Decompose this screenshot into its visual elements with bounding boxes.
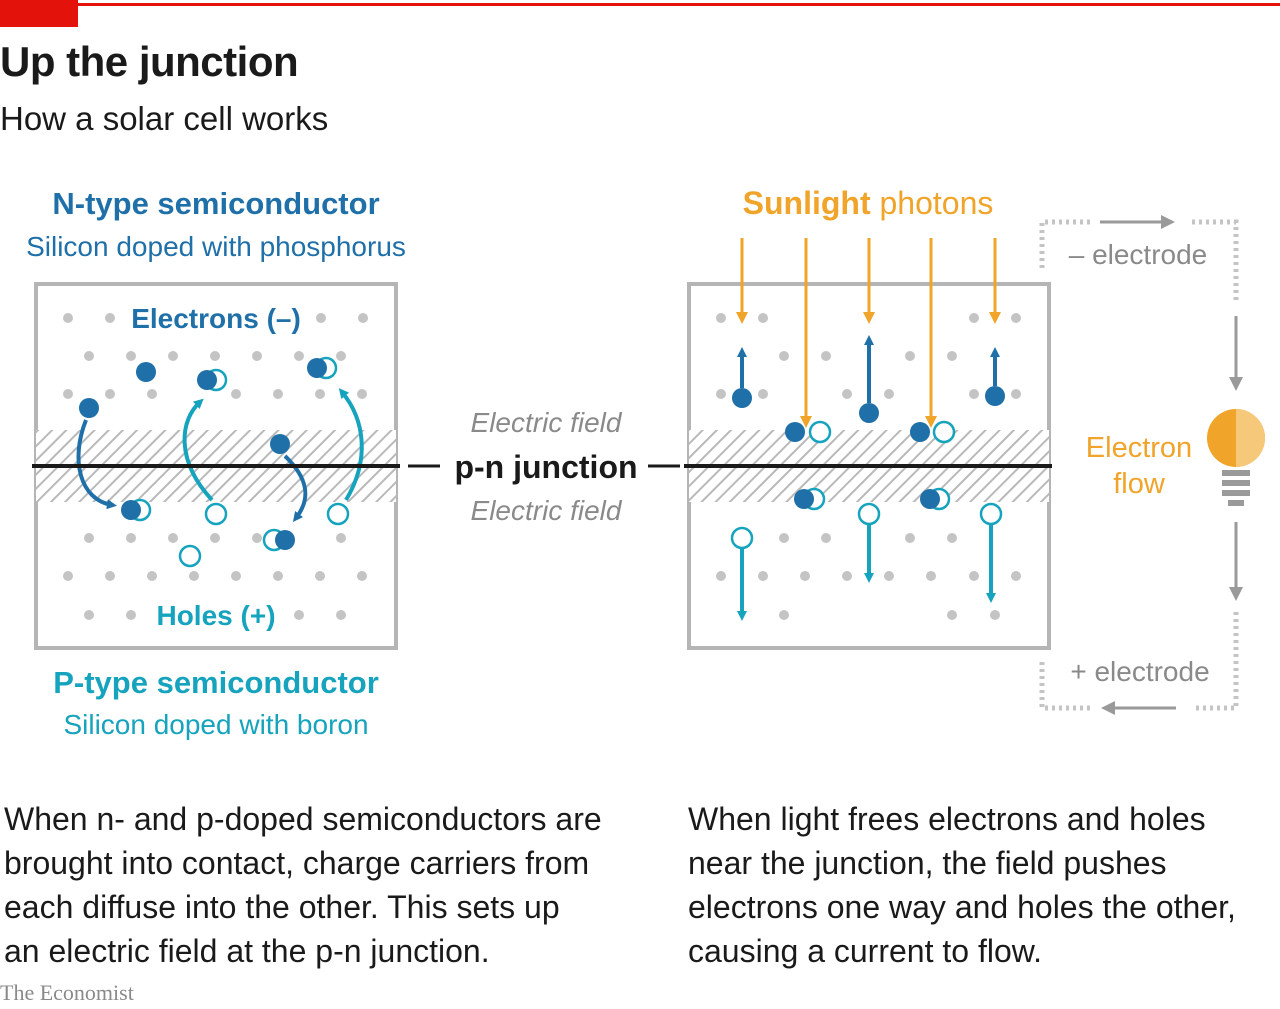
light-bulb-icon: [1207, 409, 1265, 506]
right-carriers: [730, 335, 1005, 621]
electron-flow-line1: Electron: [1086, 432, 1192, 464]
left-carriers: [79, 356, 350, 568]
sunlight-word: Sunlight: [743, 185, 871, 221]
source-credit: The Economist: [0, 980, 134, 1005]
chart-title: Up the junction: [0, 38, 299, 85]
electric-field-bottom: Electric field: [471, 495, 623, 526]
brand-tag: [0, 0, 78, 27]
right-lattice-dots: [716, 313, 1021, 620]
left-lattice-dots: [63, 313, 368, 620]
electrons-label: Electrons (–): [131, 303, 301, 334]
p-type-subtitle: Silicon doped with boron: [63, 709, 368, 740]
electric-field-top: Electric field: [471, 407, 623, 438]
caption-left: When n- and p-doped semiconductors are b…: [4, 801, 602, 969]
n-type-subtitle: Silicon doped with phosphorus: [26, 231, 406, 262]
sunlight-rays: [736, 238, 1001, 428]
caption-right: When light frees electrons and holes nea…: [688, 801, 1236, 969]
junction-label: p-n junction: [454, 449, 637, 485]
holes-label: Holes (+): [156, 600, 275, 631]
n-type-title: N-type semiconductor: [52, 186, 379, 221]
circuit-wires: [1039, 215, 1243, 715]
left-diffusion-arrows: [76, 388, 364, 522]
p-type-title: P-type semiconductor: [53, 665, 379, 700]
positive-electrode-label: + electrode: [1070, 656, 1209, 687]
sunlight-photons-label: Sunlight photons: [743, 185, 994, 221]
solar-cell-diagram: N-type semiconductor Silicon doped with …: [26, 185, 1265, 740]
electron-flow-line2: flow: [1113, 468, 1166, 500]
top-rule: [0, 3, 1280, 6]
chart-subtitle: How a solar cell works: [0, 100, 329, 137]
photons-word: photons: [879, 185, 993, 221]
negative-electrode-label: – electrode: [1069, 239, 1208, 270]
